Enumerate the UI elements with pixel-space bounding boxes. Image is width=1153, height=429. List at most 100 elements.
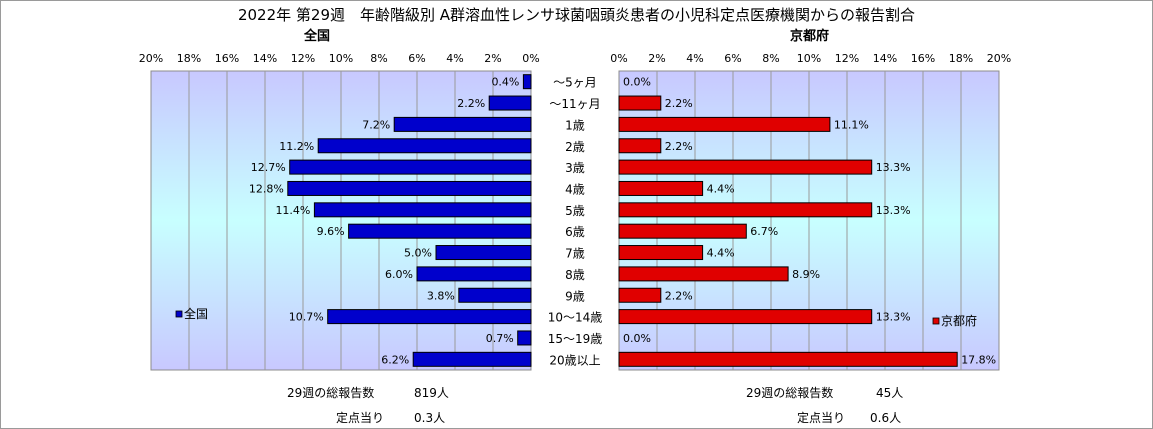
kyoto-value-label: 8.9% <box>792 268 820 281</box>
kyoto-value-label: 0.0% <box>623 332 651 345</box>
kyoto-bar-2 <box>618 116 831 132</box>
age-category-label: 6歳 <box>565 225 585 239</box>
kyoto-x-tick-label: 4% <box>686 52 703 65</box>
national-value-label: 0.7% <box>486 332 514 345</box>
age-category-label: 9歳 <box>565 289 585 303</box>
kyoto-value-label: 13.3% <box>876 204 911 217</box>
national-value-label: 3.8% <box>427 289 455 302</box>
national-x-tick-label: 20% <box>139 52 163 65</box>
age-category-label: 8歳 <box>565 268 585 282</box>
age-category-label: ～11ヶ月 <box>549 97 600 111</box>
kyoto-value-label: 6.7% <box>750 225 778 238</box>
age-category-label: 5歳 <box>565 204 585 218</box>
age-category-label: 4歳 <box>565 182 585 196</box>
national-bar-10 <box>458 287 532 303</box>
national-bar-12 <box>517 330 532 346</box>
national-bar-0 <box>522 74 532 90</box>
kyoto-x-tick-label: 2% <box>648 52 665 65</box>
kyoto-x-tick-label: 16% <box>911 52 935 65</box>
national-x-tick-label: 8% <box>370 52 387 65</box>
national-value-label: 11.2% <box>279 140 314 153</box>
kyoto-x-tick-label: 10% <box>797 52 821 65</box>
national-x-tick-label: 18% <box>177 52 201 65</box>
national-x-tick-label: 12% <box>291 52 315 65</box>
national-bar-7 <box>348 223 532 239</box>
age-category-label: 3歳 <box>565 161 585 175</box>
chart-title: 2022年 第29週 年齢階級別 A群溶血性レンサ球菌咽頭炎患者の小児科定点医療… <box>237 6 916 24</box>
kyoto-x-tick-label: 12% <box>835 52 859 65</box>
kyoto-bar-6 <box>618 202 873 218</box>
national-value-label: 10.7% <box>289 311 324 324</box>
national-x-tick-label: 14% <box>253 52 277 65</box>
national-bar-6 <box>313 202 532 218</box>
national-value-label: 6.2% <box>381 353 409 366</box>
national-per-site-value: 0.3人 <box>414 411 446 425</box>
national-bar-8 <box>435 245 532 261</box>
kyoto-value-label: 0.0% <box>623 76 651 89</box>
kyoto-bar-7 <box>618 223 747 239</box>
kyoto-total-value: 45人 <box>876 386 904 400</box>
kyoto-bar-8 <box>618 245 704 261</box>
kyoto-legend-swatch <box>932 317 940 325</box>
kyoto-value-label: 2.2% <box>665 140 693 153</box>
kyoto-value-label: 13.3% <box>876 311 911 324</box>
national-bar-3 <box>317 138 532 154</box>
national-x-tick-label: 10% <box>329 52 353 65</box>
kyoto-bar-3 <box>618 138 662 154</box>
age-category-label: 20歳以上 <box>549 353 600 367</box>
national-x-tick-label: 16% <box>215 52 239 65</box>
national-x-tick-label: 0% <box>522 52 539 65</box>
national-legend-swatch <box>175 310 183 318</box>
national-x-tick-label: 4% <box>446 52 463 65</box>
national-legend-label: 全国 <box>184 306 208 321</box>
kyoto-bar-9 <box>618 266 789 282</box>
national-value-label: 12.8% <box>249 182 284 195</box>
national-bar-1 <box>488 95 532 111</box>
kyoto-x-tick-label: 14% <box>873 52 897 65</box>
kyoto-chart-title: 京都府 <box>790 29 830 44</box>
kyoto-value-label: 2.2% <box>665 97 693 110</box>
kyoto-value-label: 11.1% <box>834 118 869 131</box>
age-category-label: 1歳 <box>565 118 585 132</box>
national-value-label: 6.0% <box>385 268 413 281</box>
national-value-label: 5.0% <box>404 247 432 260</box>
kyoto-x-tick-label: 6% <box>724 52 741 65</box>
age-category-label: 7歳 <box>565 247 585 261</box>
kyoto-value-label: 4.4% <box>707 247 735 260</box>
national-bar-4 <box>289 159 532 175</box>
national-value-label: 12.7% <box>251 161 286 174</box>
kyoto-x-tick-label: 20% <box>987 52 1011 65</box>
national-bar-5 <box>287 180 532 196</box>
national-value-label: 11.4% <box>275 204 310 217</box>
kyoto-x-tick-label: 18% <box>949 52 973 65</box>
kyoto-x-tick-label: 8% <box>762 52 779 65</box>
kyoto-bar-10 <box>618 287 662 303</box>
national-x-tick-label: 6% <box>408 52 425 65</box>
kyoto-bar-11 <box>618 309 873 325</box>
national-x-tick-label: 2% <box>484 52 501 65</box>
national-chart-title: 全国 <box>304 29 331 44</box>
kyoto-value-label: 4.4% <box>707 182 735 195</box>
national-per-site-label: 定点当り <box>336 411 385 425</box>
national-bar-11 <box>327 309 532 325</box>
age-category-label: 15～19歳 <box>548 332 603 346</box>
kyoto-per-site-value: 0.6人 <box>870 411 902 425</box>
national-total-label: 29週の総報告数 <box>287 386 375 400</box>
kyoto-value-label: 17.8% <box>961 353 996 366</box>
age-category-label: 10～14歳 <box>548 311 603 325</box>
kyoto-legend-label: 京都府 <box>941 313 977 328</box>
kyoto-bar-1 <box>618 95 662 111</box>
age-category-label: 2歳 <box>565 140 585 154</box>
national-value-label: 9.6% <box>317 225 345 238</box>
national-value-label: 7.2% <box>362 118 390 131</box>
kyoto-bar-4 <box>618 159 873 175</box>
kyoto-value-label: 2.2% <box>665 289 693 302</box>
age-category-label: ～5ヶ月 <box>553 76 597 90</box>
national-value-label: 0.4% <box>491 76 519 89</box>
national-total-value: 819人 <box>414 386 449 400</box>
national-bar-9 <box>416 266 532 282</box>
national-value-label: 2.2% <box>457 97 485 110</box>
kyoto-bar-5 <box>618 180 704 196</box>
kyoto-value-label: 13.3% <box>876 161 911 174</box>
national-bar-2 <box>393 116 532 132</box>
